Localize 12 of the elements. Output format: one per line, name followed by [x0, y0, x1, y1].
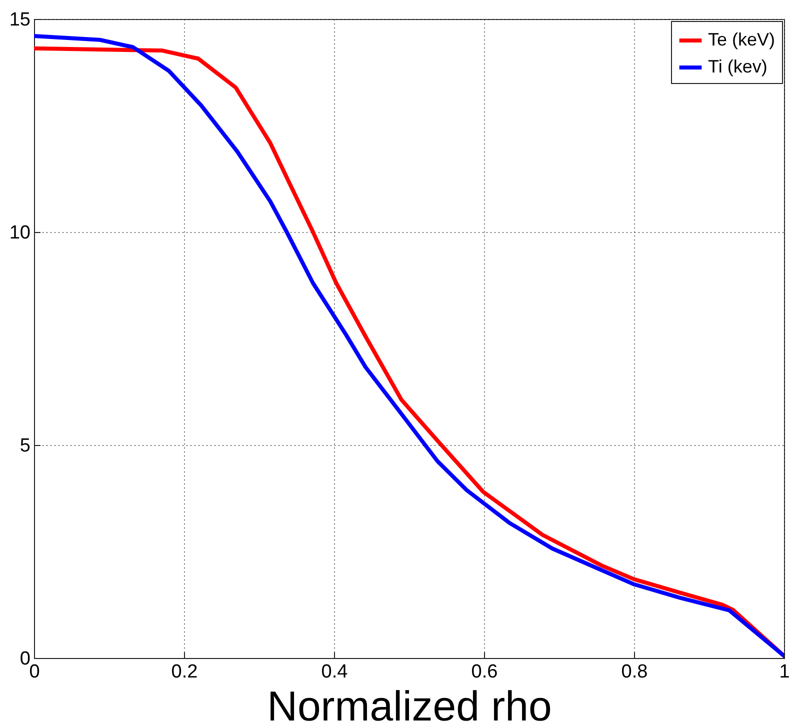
- x-tick-label: 0.6: [471, 662, 498, 682]
- y-tick-label: 10: [9, 222, 30, 244]
- y-tick-label: 0: [20, 648, 30, 670]
- x-tick-label: 1: [779, 662, 790, 682]
- x-tick-label: 0.8: [621, 662, 648, 682]
- x-axis-title: Normalized rho: [267, 682, 552, 728]
- x-tick-label: 0.4: [321, 662, 348, 682]
- y-tick-label: 5: [20, 436, 30, 456]
- legend-label: Ti (kev): [708, 56, 768, 76]
- legend-label: Te (keV): [708, 30, 776, 50]
- y-tick-label: 15: [9, 10, 30, 30]
- x-tick-label: 0.2: [171, 662, 198, 682]
